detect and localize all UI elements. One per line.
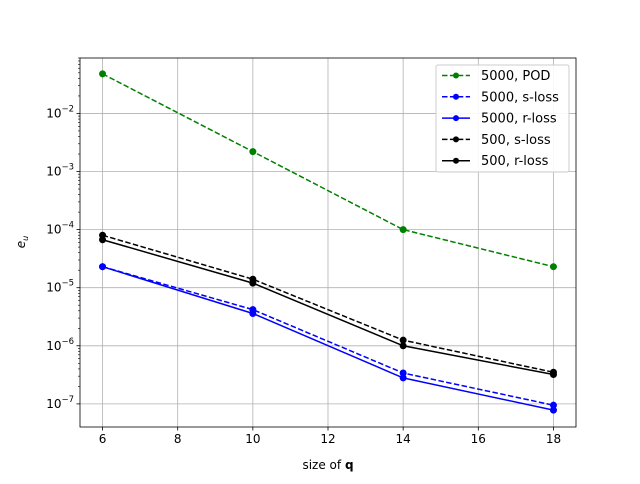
x-tick-label: 6: [99, 432, 107, 446]
legend-marker: [453, 72, 459, 79]
legend: 5000, POD 5000, s-loss 5000, r-loss 500, s-…: [435, 64, 570, 173]
data-point: [399, 342, 407, 350]
y-axis-label: eu: [14, 236, 30, 248]
data-point: [399, 226, 407, 234]
x-tick-label: 12: [320, 432, 335, 446]
x-tick-label: 8: [174, 432, 182, 446]
data-point: [399, 374, 407, 382]
legend-label: 5000, POD: [481, 69, 550, 84]
legend-marker: [453, 115, 459, 122]
series-line: [102, 238, 554, 376]
series-line: [102, 234, 554, 374]
legend-marker: [453, 136, 459, 143]
series-line: [102, 265, 554, 406]
legend-marker: [453, 93, 459, 100]
data-point: [249, 309, 257, 317]
y-tick-label: 10−2: [46, 104, 74, 120]
legend-label: 5000, r-loss: [481, 112, 557, 127]
series-4: [99, 236, 557, 379]
y-tick-label: 10−5: [46, 279, 74, 295]
data-point: [99, 70, 107, 78]
x-tick-label: 14: [396, 432, 411, 446]
legend-label: 500, r-loss: [481, 154, 549, 169]
x-tick-label: 18: [546, 432, 561, 446]
series-2: [99, 263, 557, 414]
x-tick-label: 16: [471, 432, 486, 446]
data-point: [399, 336, 407, 344]
series-layer: [99, 70, 557, 414]
legend-label: 5000, s-loss: [481, 90, 559, 105]
series-0: [99, 70, 557, 271]
y-tick-label: 10−3: [46, 163, 74, 179]
y-tick-label: 10−4: [46, 221, 74, 237]
x-tick-label: 10: [245, 432, 260, 446]
legend-frame: [435, 64, 570, 173]
series-line: [102, 73, 554, 268]
x-axis-label: size of q: [302, 458, 353, 472]
data-point: [549, 406, 557, 414]
x-axis-ticks: 6 8 10 12 14 16 18: [99, 427, 561, 446]
data-point: [99, 263, 107, 271]
data-point: [249, 148, 257, 156]
y-tick-label: 10−7: [46, 395, 74, 411]
y-tick-label: 10−6: [46, 337, 74, 353]
legend-marker: [453, 157, 459, 164]
series-line: [102, 265, 554, 411]
data-point: [549, 371, 557, 379]
data-point: [549, 263, 557, 271]
y-axis-ticks: 10−7 10−6 10−5 10−4 10−3 10−2: [46, 57, 80, 411]
legend-label: 500, s-loss: [481, 133, 551, 148]
data-point: [99, 236, 107, 244]
data-point: [249, 279, 257, 287]
